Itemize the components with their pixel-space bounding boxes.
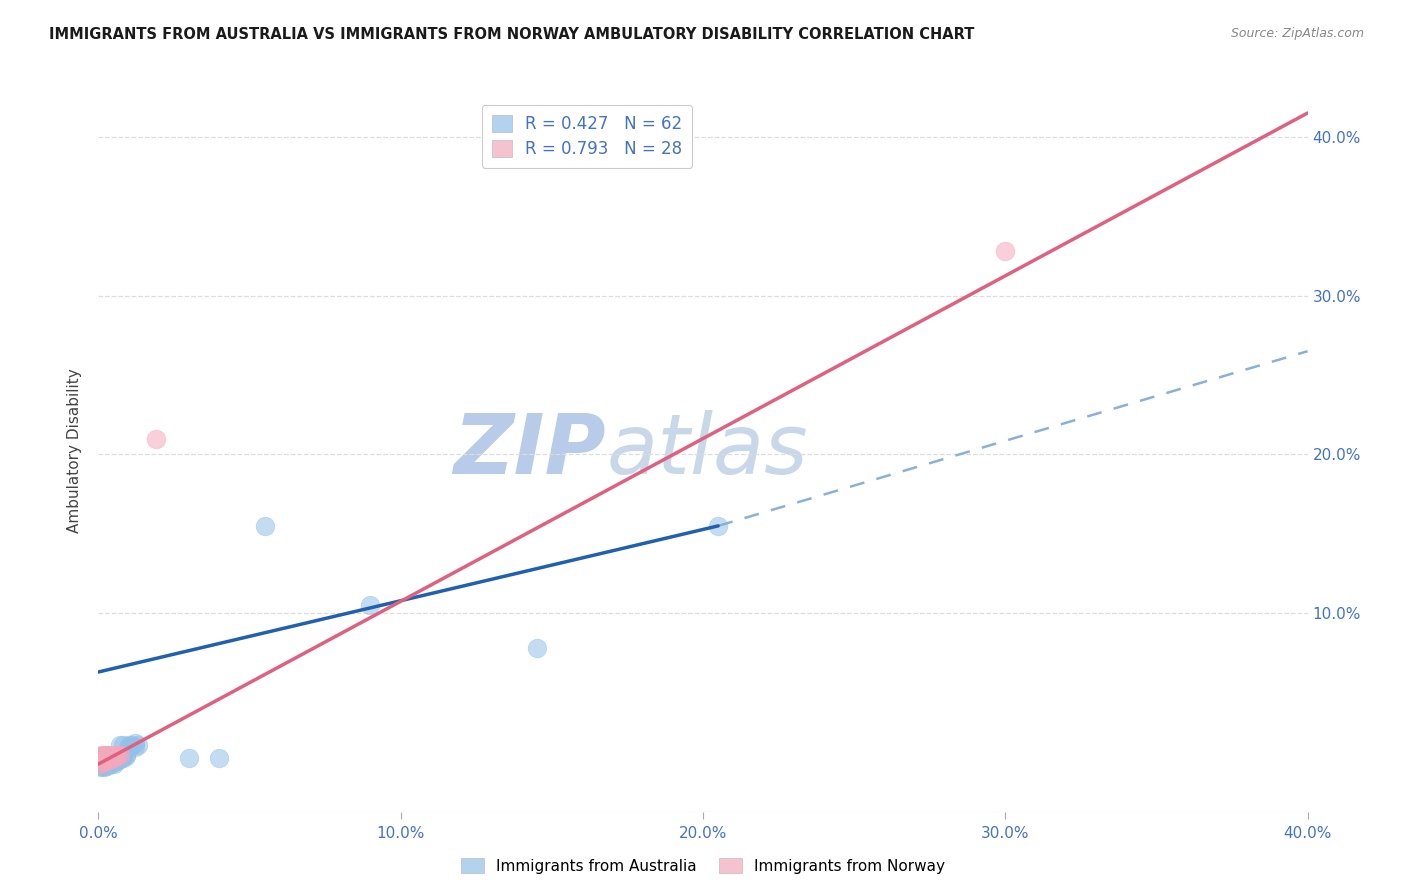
Point (96, 749, 118, 764)
Point (208, 750, 231, 764)
Legend: R = 0.427   N = 62, R = 0.793   N = 28: R = 0.427 N = 62, R = 0.793 N = 28 (482, 104, 692, 168)
Point (100, 756, 122, 770)
Point (93, 756, 115, 770)
Legend: Immigrants from Australia, Immigrants from Norway: Immigrants from Australia, Immigrants fr… (454, 852, 952, 880)
Point (179, 750, 201, 764)
Point (96, 754, 118, 768)
Point (526, 641, 548, 656)
Point (105, 752, 128, 766)
Point (90, 749, 112, 764)
Point (93, 750, 115, 764)
Point (90, 756, 112, 770)
Text: IMMIGRANTS FROM AUSTRALIA VS IMMIGRANTS FROM NORWAY AMBULATORY DISABILITY CORREL: IMMIGRANTS FROM AUSTRALIA VS IMMIGRANTS … (49, 27, 974, 42)
Point (103, 756, 125, 770)
Point (108, 752, 131, 766)
Point (93, 756, 115, 770)
Point (127, 738, 149, 752)
Point (93, 757, 115, 772)
Point (360, 599, 382, 613)
Text: atlas: atlas (606, 410, 808, 491)
Point (90, 750, 112, 764)
Point (100, 750, 122, 764)
Point (111, 750, 134, 764)
Text: Source: ZipAtlas.com: Source: ZipAtlas.com (1230, 27, 1364, 40)
Point (118, 739, 141, 754)
Point (114, 749, 136, 764)
Point (103, 750, 125, 764)
Point (100, 754, 122, 768)
Point (96, 749, 118, 764)
Point (111, 747, 134, 762)
Point (707, 519, 730, 533)
Point (105, 750, 128, 764)
Point (111, 749, 134, 764)
Point (103, 754, 125, 768)
Point (90, 760, 112, 774)
Point (96, 752, 118, 766)
Point (100, 757, 122, 772)
Point (96, 750, 118, 764)
Point (108, 747, 131, 762)
Point (124, 736, 146, 750)
Point (93, 747, 115, 762)
Point (103, 750, 125, 764)
Point (100, 752, 122, 766)
Point (93, 750, 115, 764)
Point (100, 750, 122, 764)
Point (100, 747, 122, 762)
Point (105, 749, 128, 764)
Point (93, 752, 115, 766)
Point (114, 747, 136, 762)
Point (90, 752, 112, 766)
Point (90, 754, 112, 768)
Point (90, 754, 112, 768)
Point (93, 749, 115, 764)
Point (93, 754, 115, 768)
Point (103, 749, 125, 764)
Point (90, 750, 112, 764)
Point (994, 244, 1017, 259)
Point (96, 758, 118, 772)
Point (90, 758, 112, 772)
Point (93, 749, 115, 764)
Point (108, 750, 131, 764)
Point (100, 749, 122, 764)
Point (103, 752, 125, 766)
Point (108, 749, 131, 764)
Text: ZIP: ZIP (454, 410, 606, 491)
Point (90, 747, 112, 762)
Point (93, 758, 115, 772)
Point (103, 757, 125, 772)
Point (124, 739, 146, 754)
Point (121, 738, 143, 752)
Point (145, 432, 167, 446)
Point (100, 752, 122, 766)
Point (96, 747, 118, 762)
Y-axis label: Ambulatory Disability: Ambulatory Disability (67, 368, 83, 533)
Point (96, 747, 118, 762)
Point (90, 752, 112, 766)
Point (108, 738, 131, 752)
Point (105, 754, 128, 768)
Point (253, 519, 276, 533)
Point (103, 749, 125, 764)
Point (96, 752, 118, 766)
Point (93, 752, 115, 766)
Point (96, 757, 118, 772)
Point (118, 738, 141, 752)
Point (96, 750, 118, 764)
Point (105, 747, 128, 762)
Point (93, 760, 115, 774)
Point (96, 756, 118, 770)
Point (111, 738, 134, 752)
Point (90, 757, 112, 772)
Point (105, 749, 128, 764)
Point (100, 749, 122, 764)
Point (96, 754, 118, 768)
Point (90, 757, 112, 772)
Point (90, 749, 112, 764)
Point (93, 754, 115, 768)
